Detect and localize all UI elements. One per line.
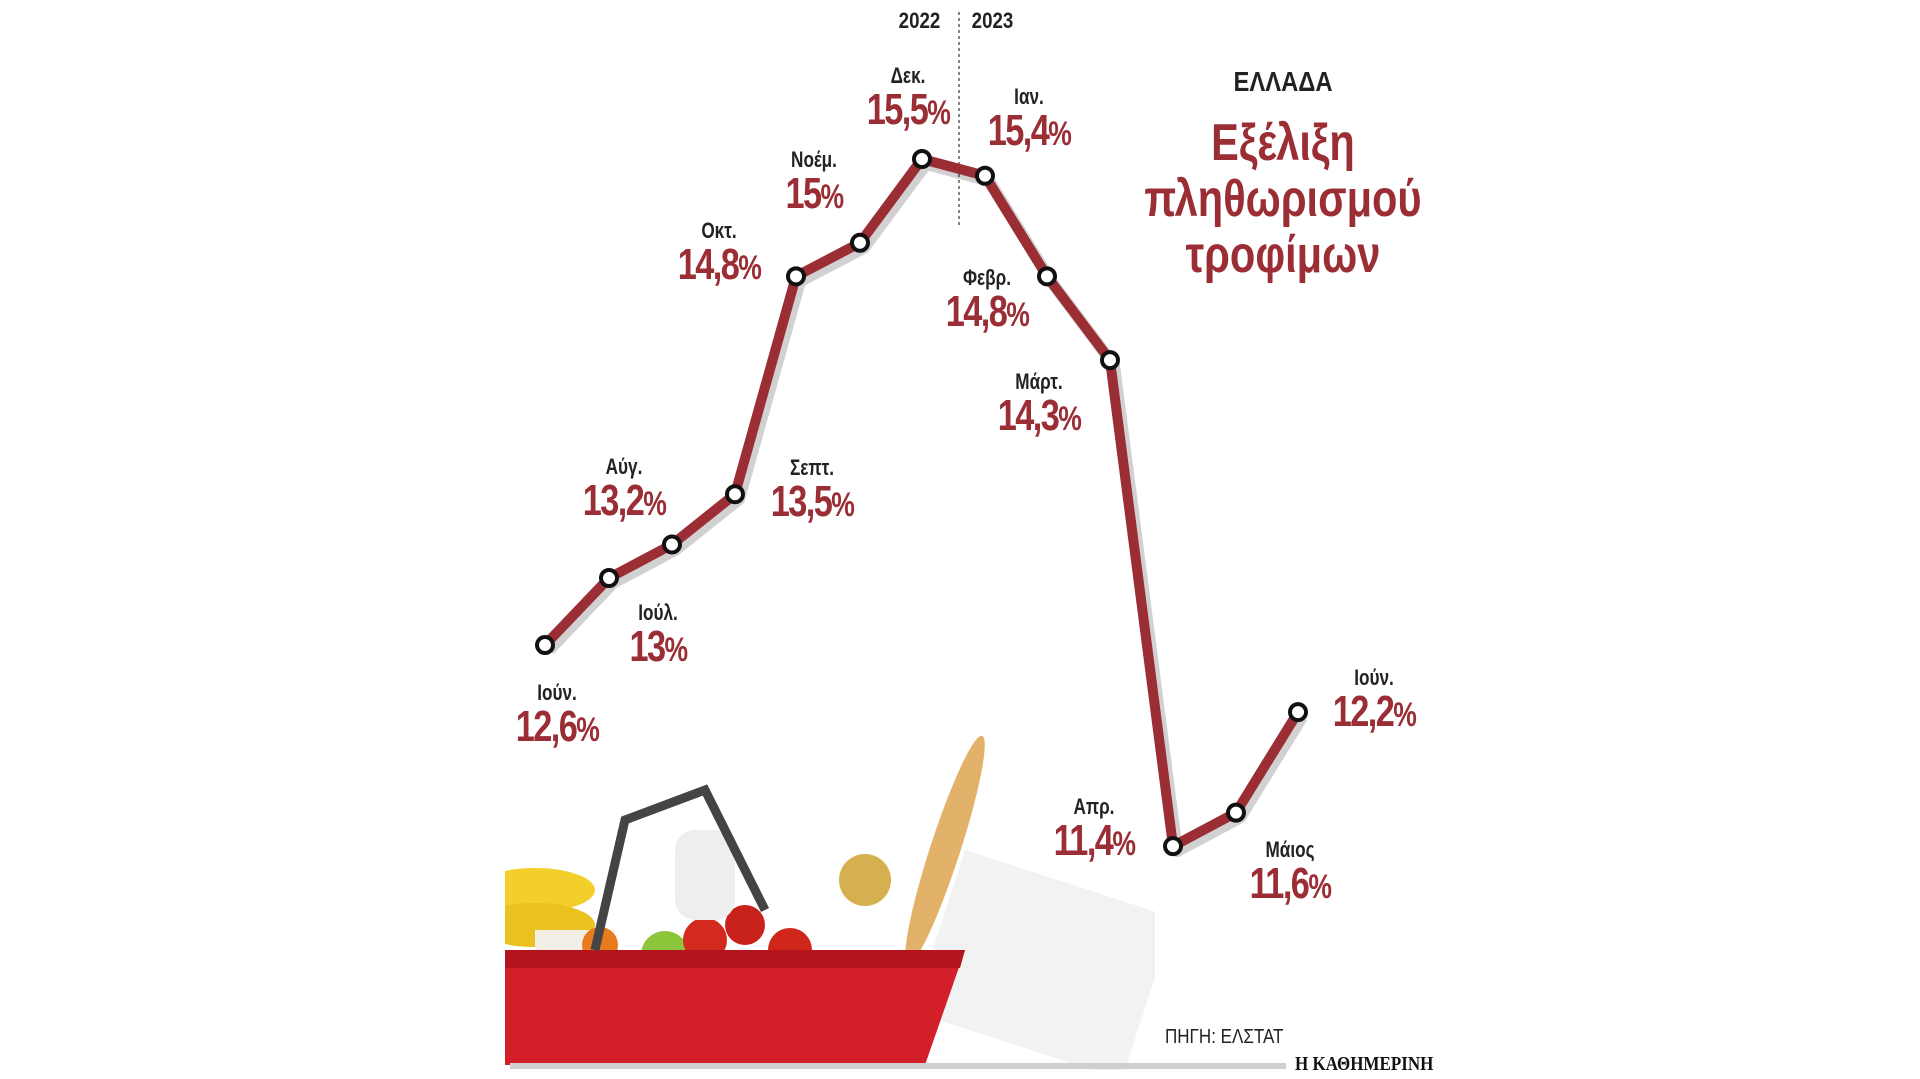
value-number: 12,6 xyxy=(515,702,578,752)
value-label: 14,8% xyxy=(677,240,762,290)
month-label: Μάρτ. xyxy=(1015,369,1063,395)
data-point xyxy=(1163,836,1183,857)
month-label: Νοέμ. xyxy=(791,146,837,172)
publisher-logo: Η ΚΑΘΗΜΕΡΙΝΗ xyxy=(1295,1053,1434,1075)
footer-bar xyxy=(510,1063,1286,1069)
value-number: 13,2 xyxy=(582,476,645,526)
data-point xyxy=(786,266,806,287)
data-point xyxy=(912,149,932,169)
data-point xyxy=(1037,266,1057,287)
data-point xyxy=(662,534,682,555)
value-unit: % xyxy=(576,711,600,750)
value-label: 12,6% xyxy=(515,702,600,752)
month-label: Οκτ. xyxy=(701,218,737,244)
value-number: 15 xyxy=(785,168,822,218)
month-label: Απρ. xyxy=(1073,794,1115,820)
value-label: 14,3% xyxy=(997,391,1082,441)
value-unit: % xyxy=(831,486,855,525)
month-label: Φεβρ. xyxy=(962,265,1012,291)
value-number: 11,4 xyxy=(1053,816,1114,866)
value-label: 13,2% xyxy=(582,476,667,526)
data-point xyxy=(599,568,619,588)
value-unit: % xyxy=(927,94,951,132)
value-unit: % xyxy=(820,177,845,216)
value-label: 15,4% xyxy=(987,105,1072,156)
value-unit: % xyxy=(1308,867,1332,906)
data-point xyxy=(850,232,870,253)
value-number: 13 xyxy=(629,622,666,671)
grocery-basket-image xyxy=(505,735,1155,1070)
value-number: 11,6 xyxy=(1249,858,1310,908)
value-unit: % xyxy=(1006,296,1030,335)
value-unit: % xyxy=(1112,825,1136,864)
data-point xyxy=(1100,350,1120,371)
source-note: ΠΗΓΗ: ΕΛΣΤΑΤ xyxy=(1165,1026,1284,1048)
month-label: Αύγ. xyxy=(605,454,643,480)
month-label: Σεπτ. xyxy=(789,455,835,481)
value-number: 14,3 xyxy=(997,391,1060,441)
value-label: 15% xyxy=(785,168,845,219)
value-number: 13,5 xyxy=(770,477,833,527)
value-label: 12,2% xyxy=(1332,687,1417,737)
month-label: Ιαν. xyxy=(1014,83,1044,109)
year-label-2023: 2023 xyxy=(971,8,1014,33)
value-unit: % xyxy=(1393,696,1417,735)
value-label: 13,5% xyxy=(770,477,855,527)
value-unit: % xyxy=(738,249,762,288)
value-label: 11,4% xyxy=(1053,816,1136,866)
value-label: 15,5% xyxy=(866,85,951,135)
year-label-2022: 2022 xyxy=(898,8,941,33)
value-unit: % xyxy=(664,631,689,669)
value-label: 13% xyxy=(629,622,689,672)
data-point xyxy=(975,165,995,186)
chart-title: Εξέλιξη πληθωρισμού τροφίμων xyxy=(1144,114,1422,284)
month-label: Ιούν. xyxy=(1354,665,1394,691)
month-label: Ιούν. xyxy=(537,680,577,706)
value-unit: % xyxy=(643,485,667,524)
chart-subtitle: ΕΛΛΑΔΑ xyxy=(1233,66,1333,97)
data-point xyxy=(535,635,555,656)
value-number: 12,2 xyxy=(1332,687,1395,737)
month-label: Μάιος xyxy=(1265,836,1315,862)
data-point xyxy=(725,484,745,505)
month-label: Δεκ. xyxy=(890,63,926,88)
value-label: 11,6% xyxy=(1249,858,1332,909)
value-number: 15,4 xyxy=(987,105,1050,155)
value-label: 14,8% xyxy=(945,287,1030,337)
value-number: 14,8 xyxy=(945,287,1008,337)
value-number: 15,5 xyxy=(866,85,929,134)
month-label: Ιούλ. xyxy=(638,600,678,625)
value-unit: % xyxy=(1058,400,1082,439)
value-unit: % xyxy=(1048,114,1072,153)
value-number: 14,8 xyxy=(677,240,740,290)
data-point xyxy=(1288,702,1308,723)
data-point xyxy=(1226,802,1246,823)
